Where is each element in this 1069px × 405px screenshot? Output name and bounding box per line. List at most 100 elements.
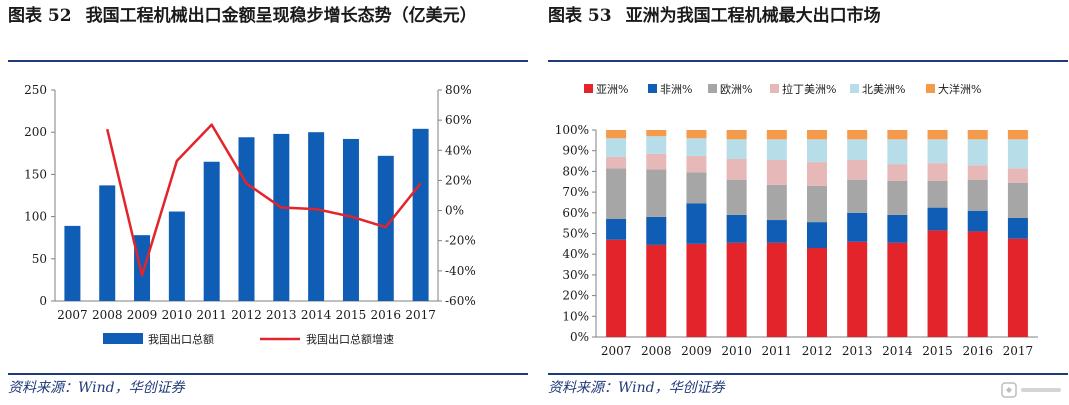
- stack-segment: [766, 242, 787, 337]
- left-figure-caption: 我国工程机械出口金额呈现稳步增长态势（亿美元）: [85, 6, 477, 26]
- export-bar: [64, 225, 81, 301]
- right-y-tick-label: 60%: [445, 113, 472, 127]
- x-tick-label: 2010: [162, 308, 193, 322]
- x-tick-label: 2013: [266, 308, 297, 322]
- right-y-tick-label: 0%: [445, 204, 464, 218]
- y-tick-label: 0%: [570, 330, 589, 344]
- left-y-tick-label: 0: [39, 294, 47, 308]
- stack-segment: [847, 130, 868, 140]
- legend-label: 大洋洲%: [938, 82, 981, 96]
- x-tick-label: 2009: [127, 308, 158, 322]
- stack-segment: [927, 180, 948, 208]
- stack-segment: [887, 130, 908, 140]
- stack-segment: [967, 139, 988, 166]
- stack-segment: [766, 139, 787, 161]
- y-tick-label: 70%: [562, 185, 589, 199]
- left-chart: 0 50 100 150 200 250 -60% -40% -20% 0% 20% 40% 60% 80…: [24, 83, 476, 346]
- stack-segment: [847, 179, 868, 213]
- stack-segment: [646, 130, 667, 137]
- stack-segment: [1007, 130, 1028, 140]
- stack-segment: [686, 130, 707, 139]
- right-figure-title: 图表 53 亚洲为我国工程机械最大出口市场: [548, 2, 1068, 30]
- stack-segment: [726, 242, 747, 337]
- stack-segment: [1007, 238, 1028, 337]
- left-y-tick-label: 50: [32, 252, 47, 266]
- y-tick-label: 10%: [562, 309, 589, 323]
- stack-segment: [807, 139, 827, 163]
- export-bar: [412, 128, 429, 301]
- stack-segment: [967, 210, 988, 232]
- stack-segment: [766, 184, 787, 221]
- x-tick-label: 2014: [301, 308, 332, 322]
- y-tick-label: 60%: [562, 206, 589, 220]
- export-bar: [377, 155, 394, 301]
- stack-segment: [927, 139, 948, 164]
- stack-segment: [726, 214, 747, 243]
- stack-segment: [646, 136, 667, 154]
- stack-segment: [887, 180, 908, 215]
- export-bar: [308, 132, 325, 301]
- left-y-tick-label: 200: [24, 125, 47, 139]
- stack-segment: [726, 179, 747, 215]
- stack-segment: [606, 168, 627, 220]
- stack-segment: [887, 242, 908, 337]
- legend-swatch: [850, 84, 859, 93]
- legend-swatch-export-total: [103, 333, 143, 344]
- stack-segment: [646, 244, 667, 337]
- right-figure-caption: 亚洲为我国工程机械最大出口市场: [625, 6, 881, 26]
- stack-segment: [646, 216, 667, 245]
- stack-segment: [847, 139, 868, 161]
- stack-segment: [807, 247, 827, 337]
- right-bottom-rule: [548, 373, 1068, 375]
- export-bar: [273, 133, 290, 301]
- stack-segment: [766, 160, 787, 185]
- export-bar: [238, 137, 255, 301]
- stack-segment: [1007, 217, 1028, 239]
- legend-label: 非洲%: [660, 83, 692, 96]
- left-y-tick-label: 150: [24, 167, 47, 181]
- legend-label-export-growth: 我国出口总额增速: [306, 332, 394, 346]
- x-tick-label: 2017: [1003, 344, 1034, 358]
- legend-label: 北美洲%: [862, 83, 905, 96]
- y-tick-label: 50%: [562, 227, 589, 241]
- stack-segment: [887, 214, 908, 243]
- stack-segment: [847, 241, 868, 337]
- x-tick-label: 2009: [681, 344, 712, 358]
- stack-segment: [807, 130, 827, 140]
- legend-swatch: [770, 84, 779, 93]
- x-tick-label: 2013: [842, 344, 873, 358]
- x-tick-label: 2008: [641, 344, 672, 358]
- left-y-tick-label: 250: [24, 83, 47, 97]
- right-figure-number: 图表 53: [548, 6, 612, 26]
- x-tick-label: 2012: [802, 344, 833, 358]
- stack-segment: [967, 179, 988, 211]
- y-tick-label: 80%: [562, 164, 589, 178]
- right-y-tick-label: 40%: [445, 143, 472, 157]
- left-figure-title: 图表 52 我国工程机械出口金额呈现稳步增长态势（亿美元）: [8, 2, 528, 30]
- stack-segment: [686, 138, 707, 156]
- growth-line: [106, 123, 422, 277]
- export-bar: [203, 161, 220, 301]
- x-tick-label: 2015: [336, 308, 367, 322]
- gelonghui-logo-icon: [1001, 381, 1065, 399]
- right-y-tick-label: 20%: [445, 173, 472, 187]
- stack-segment: [927, 163, 948, 181]
- stack-segment: [726, 158, 747, 180]
- stack-segment: [766, 130, 787, 140]
- right-y-tick-label: -20%: [445, 234, 476, 248]
- legend-label: 拉丁美洲%: [782, 82, 836, 96]
- x-tick-label: 2015: [922, 344, 953, 358]
- stack-segment: [927, 207, 948, 231]
- x-tick-label: 2007: [57, 308, 88, 322]
- left-y-tick-label: 100: [24, 210, 47, 224]
- stack-segment: [646, 153, 667, 170]
- x-tick-label: 2011: [196, 308, 227, 322]
- x-tick-label: 2016: [962, 344, 993, 358]
- right-chart: 0% 10% 20% 30% 40% 50% 60% 70% 80% 90% 100% 2007 200…: [555, 82, 1038, 358]
- right-y-tick-label: -60%: [445, 294, 476, 308]
- legend-label: 亚洲%: [596, 83, 628, 96]
- right-top-rule: [548, 60, 1068, 62]
- legend-swatch: [708, 84, 717, 93]
- stack-segment: [766, 220, 787, 243]
- stack-segment: [606, 138, 627, 157]
